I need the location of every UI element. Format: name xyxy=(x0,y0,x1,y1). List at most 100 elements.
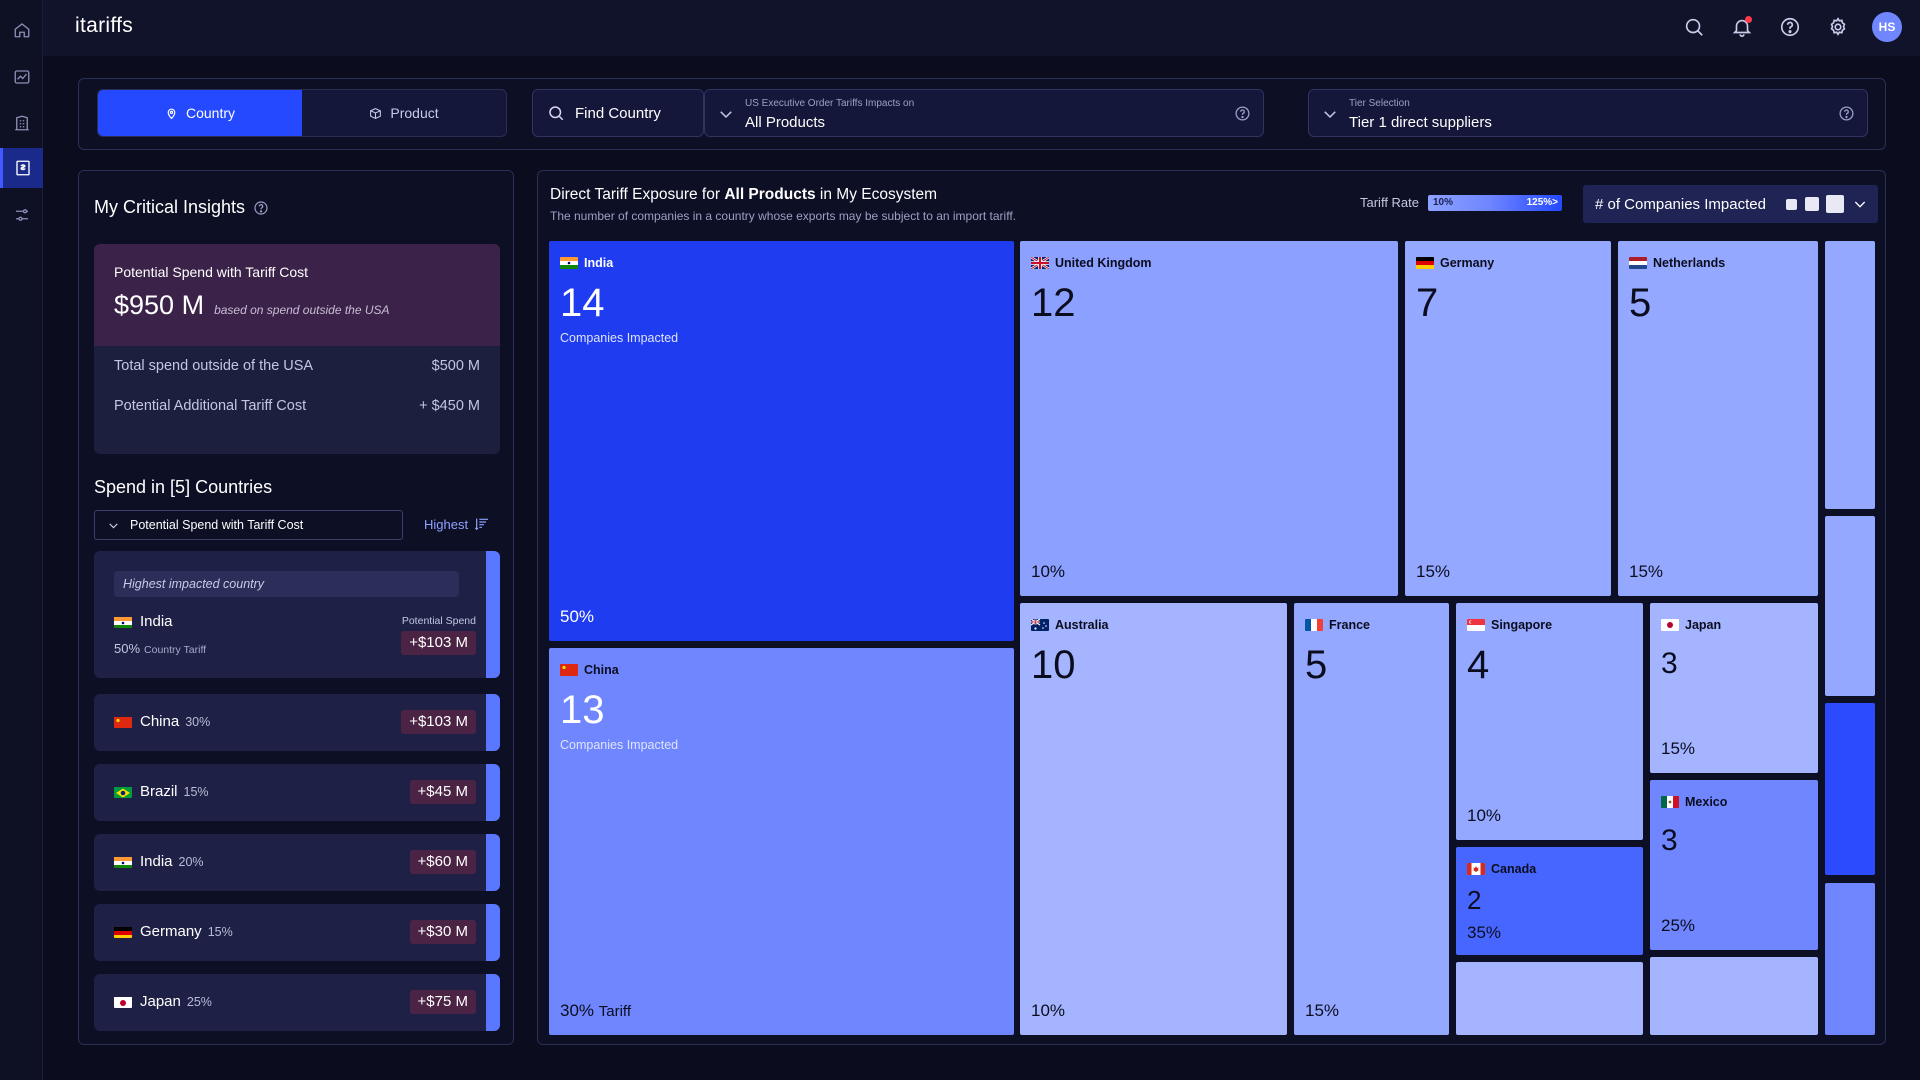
china-flag-icon xyxy=(560,664,578,676)
treemap-tile-germany[interactable]: Germany 7 15% xyxy=(1405,241,1611,596)
view-toggle: Country Product xyxy=(97,89,507,137)
treemap-tile-japan[interactable]: Japan 3 15% xyxy=(1650,603,1818,773)
chart-icon[interactable] xyxy=(0,57,43,97)
map-book-icon[interactable] xyxy=(0,148,43,188)
help-icon[interactable] xyxy=(253,200,269,216)
tile-tariff-word: Tariff xyxy=(598,1003,631,1020)
treemap-tile-canada[interactable]: Canada 2 35% xyxy=(1456,847,1643,955)
sort-order-button[interactable]: Highest xyxy=(424,516,490,532)
tile-name: India xyxy=(584,256,614,270)
sliders-icon[interactable] xyxy=(0,195,43,235)
size-large-swatch[interactable] xyxy=(1826,195,1844,213)
size-small-swatch[interactable] xyxy=(1786,199,1797,210)
treemap-tile-mexico[interactable]: Mexico 3 25% xyxy=(1650,780,1818,950)
insights-title-text: My Critical Insights xyxy=(94,197,246,217)
country-list-item[interactable]: India 20% +$60 M xyxy=(94,834,500,891)
gear-icon[interactable] xyxy=(1824,13,1852,41)
tile-pct: 10% xyxy=(1467,806,1502,825)
tariff-rate-label: Tariff Rate xyxy=(1360,195,1420,210)
countries-title: Spend in [5] Countries xyxy=(94,477,273,497)
treemap-tile-australia[interactable]: Australia 10 10% xyxy=(1020,603,1287,1035)
country-tariff-pct: 15% xyxy=(183,784,209,799)
tile-name: Germany xyxy=(1440,256,1495,270)
featured-country-label: India xyxy=(140,613,173,630)
exposure-title: Direct Tariff Exposure for All Products … xyxy=(550,186,937,204)
uk-flag-icon xyxy=(1031,257,1049,269)
help-icon[interactable] xyxy=(1838,105,1855,122)
chevron-down-icon xyxy=(1324,111,1336,119)
exposure-panel: Direct Tariff Exposure for All Products … xyxy=(537,170,1886,1045)
treemap-tile-unlabeled[interactable] xyxy=(1650,957,1818,1035)
sort-order-label: Highest xyxy=(424,516,469,532)
country-name: Japan xyxy=(140,993,181,1010)
app-logo[interactable]: itariffs xyxy=(75,14,134,37)
spend-card-note: based on spend outside the USA xyxy=(214,303,390,317)
japan-flag-icon xyxy=(114,996,132,1008)
country-list-item[interactable]: Germany 15% +$30 M xyxy=(94,904,500,961)
metric-select-value: # of Companies Impacted xyxy=(1595,195,1766,213)
country-value-badge: +$60 M xyxy=(409,850,476,874)
country-list-item[interactable]: China 30% +$103 M xyxy=(94,694,500,751)
size-medium-swatch[interactable] xyxy=(1805,197,1819,211)
tile-count: 12 xyxy=(1031,281,1076,325)
tile-pct: 10% xyxy=(1031,1001,1066,1020)
tile-count: 3 xyxy=(1661,647,1678,680)
impact-dropdown[interactable]: US Executive Order Tariffs Impacts on Al… xyxy=(704,89,1264,137)
treemap-tile-netherlands[interactable]: Netherlands 5 15% xyxy=(1618,241,1818,596)
country-strip xyxy=(486,764,500,821)
treemap-tile-unlabeled[interactable] xyxy=(1825,883,1875,1035)
find-country-button[interactable]: Find Country xyxy=(532,89,704,137)
germany-flag-icon xyxy=(114,926,132,938)
featured-spend-label: Potential Spend xyxy=(401,615,476,627)
tile-name: United Kingdom xyxy=(1055,256,1152,270)
country-list-item[interactable]: Brazil 15% +$45 M xyxy=(94,764,500,821)
exposure-title-suffix: in My Ecosystem xyxy=(819,186,938,203)
tile-count: 7 xyxy=(1416,281,1439,325)
japan-flag-icon xyxy=(1661,619,1679,631)
help-icon[interactable] xyxy=(1234,105,1251,122)
search-icon[interactable] xyxy=(1680,13,1708,41)
singapore-flag-icon xyxy=(1467,619,1485,631)
country-value-badge: +$30 M xyxy=(409,920,476,944)
rate-low-label: 10% xyxy=(1433,197,1454,208)
treemap-tile-united-kingdom[interactable]: United Kingdom 12 10% xyxy=(1020,241,1398,596)
featured-tariff-pct: 50% xyxy=(114,641,141,656)
help-icon[interactable] xyxy=(1776,13,1804,41)
tile-name: Netherlands xyxy=(1653,256,1726,270)
sort-select[interactable]: Potential Spend with Tariff Cost xyxy=(94,510,403,540)
treemap-tile-france[interactable]: France 5 15% xyxy=(1294,603,1449,1035)
treemap-tile-singapore[interactable]: Singapore 4 10% xyxy=(1456,603,1643,840)
bell-icon[interactable] xyxy=(1728,13,1756,41)
tile-count: 2 xyxy=(1467,885,1482,915)
country-value-badge: +$75 M xyxy=(409,990,476,1014)
country-value-badge: +$45 M xyxy=(409,780,476,804)
user-avatar[interactable]: HS xyxy=(1872,12,1902,42)
treemap-tile-unlabeled[interactable] xyxy=(1825,516,1875,696)
country-list-item[interactable]: Japan 25% +$75 M xyxy=(94,974,500,1031)
building-icon[interactable] xyxy=(0,103,43,143)
tile-name: France xyxy=(1329,618,1370,632)
tier-dropdown-label: Tier Selection xyxy=(1349,98,1410,109)
home-icon[interactable] xyxy=(0,10,43,50)
treemap-tile-unlabeled[interactable] xyxy=(1456,962,1643,1035)
tile-name: Japan xyxy=(1685,618,1722,632)
featured-country-card[interactable]: Highest impacted country India 50% Countr… xyxy=(94,551,500,678)
treemap-tile-china[interactable]: China 13 Companies Impacted 30% Tariff xyxy=(549,648,1014,1035)
india-flag-icon xyxy=(560,257,578,269)
treemap-tile-unlabeled[interactable] xyxy=(1825,241,1875,509)
treemap-tile-india[interactable]: India 14 Companies Impacted 50% xyxy=(549,241,1014,641)
spend-summary-card: Potential Spend with Tariff Cost $950 M … xyxy=(94,244,500,454)
exposure-title-prefix: Direct Tariff Exposure for xyxy=(550,186,720,203)
tab-product[interactable]: Product xyxy=(302,90,506,136)
pin-icon xyxy=(167,108,176,119)
impact-dropdown-label: US Executive Order Tariffs Impacts on xyxy=(745,98,915,109)
tile-name: Canada xyxy=(1491,862,1537,876)
metric-select[interactable]: # of Companies Impacted xyxy=(1583,185,1878,223)
treemap-tile-unlabeled[interactable] xyxy=(1825,703,1875,875)
tab-country[interactable]: Country xyxy=(98,90,302,136)
spend-row-value: $500 M xyxy=(431,358,480,374)
tile-caption: Companies Impacted xyxy=(560,738,679,752)
canada-flag-icon xyxy=(1467,863,1485,875)
france-flag-icon xyxy=(1305,619,1323,631)
tier-dropdown[interactable]: Tier Selection Tier 1 direct suppliers xyxy=(1308,89,1868,137)
